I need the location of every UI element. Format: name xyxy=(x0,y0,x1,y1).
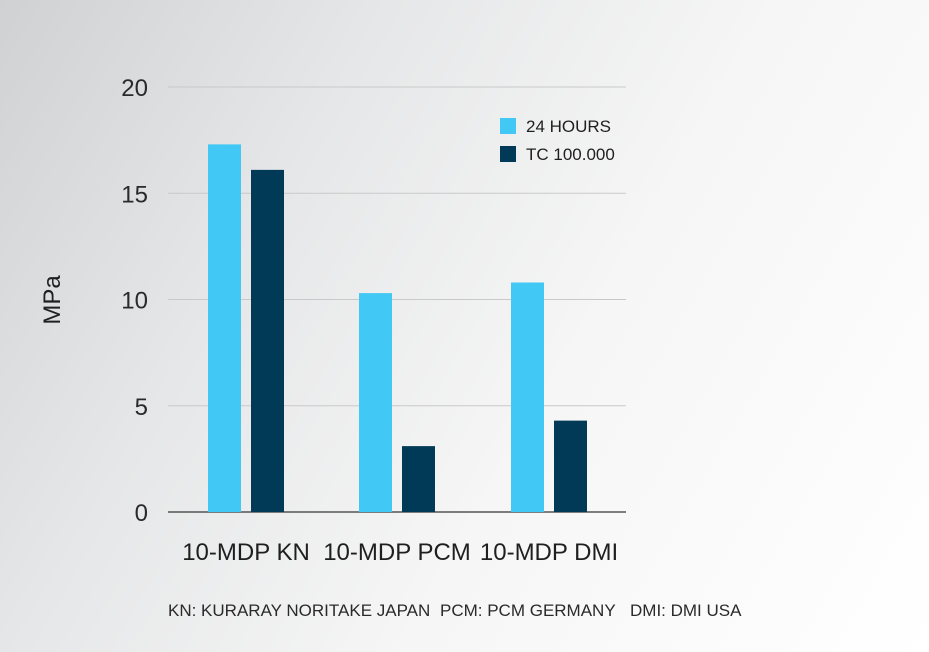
bar-tc-100000-0 xyxy=(251,169,284,512)
y-tick-label: 10 xyxy=(121,288,148,315)
footnote-kn: KN: KURARAY NORITAKE JAPAN xyxy=(168,601,430,620)
bar-24-hours-0 xyxy=(208,144,241,512)
bar-24-hours-1 xyxy=(359,293,392,512)
grid-lines xyxy=(168,86,626,407)
footnote: KN: KURARAY NORITAKE JAPAN PCM: PCM GERM… xyxy=(168,601,742,620)
y-tick-label: 20 xyxy=(121,75,148,102)
x-axis-categories: 10-MDP KN 10-MDP PCM 10-MDP DMI xyxy=(182,539,618,566)
footnote-pcm: PCM: PCM GERMANY xyxy=(440,601,616,620)
legend-label: 24 HOURS xyxy=(526,117,611,136)
legend-label: TC 100.000 xyxy=(526,145,615,164)
x-category-label: 10-MDP KN xyxy=(182,539,310,566)
bar-tc-100000-1 xyxy=(402,446,435,512)
footnote-dmi: DMI: DMI USA xyxy=(630,601,742,620)
legend: 24 HOURS TC 100.000 xyxy=(500,117,615,164)
y-axis-ticks: 0 5 10 15 20 xyxy=(121,75,148,527)
y-tick-label: 15 xyxy=(121,181,148,208)
bar-tc-100000-2 xyxy=(554,420,587,512)
x-category-label: 10-MDP DMI xyxy=(480,539,618,566)
legend-swatch xyxy=(500,146,516,162)
y-tick-label: 5 xyxy=(135,394,148,421)
y-tick-label: 0 xyxy=(135,500,148,527)
y-axis-label: MPa xyxy=(39,275,66,325)
legend-swatch xyxy=(500,118,516,134)
x-category-label: 10-MDP PCM xyxy=(323,539,471,566)
bars xyxy=(208,144,587,512)
bar-24-hours-2 xyxy=(511,282,544,512)
